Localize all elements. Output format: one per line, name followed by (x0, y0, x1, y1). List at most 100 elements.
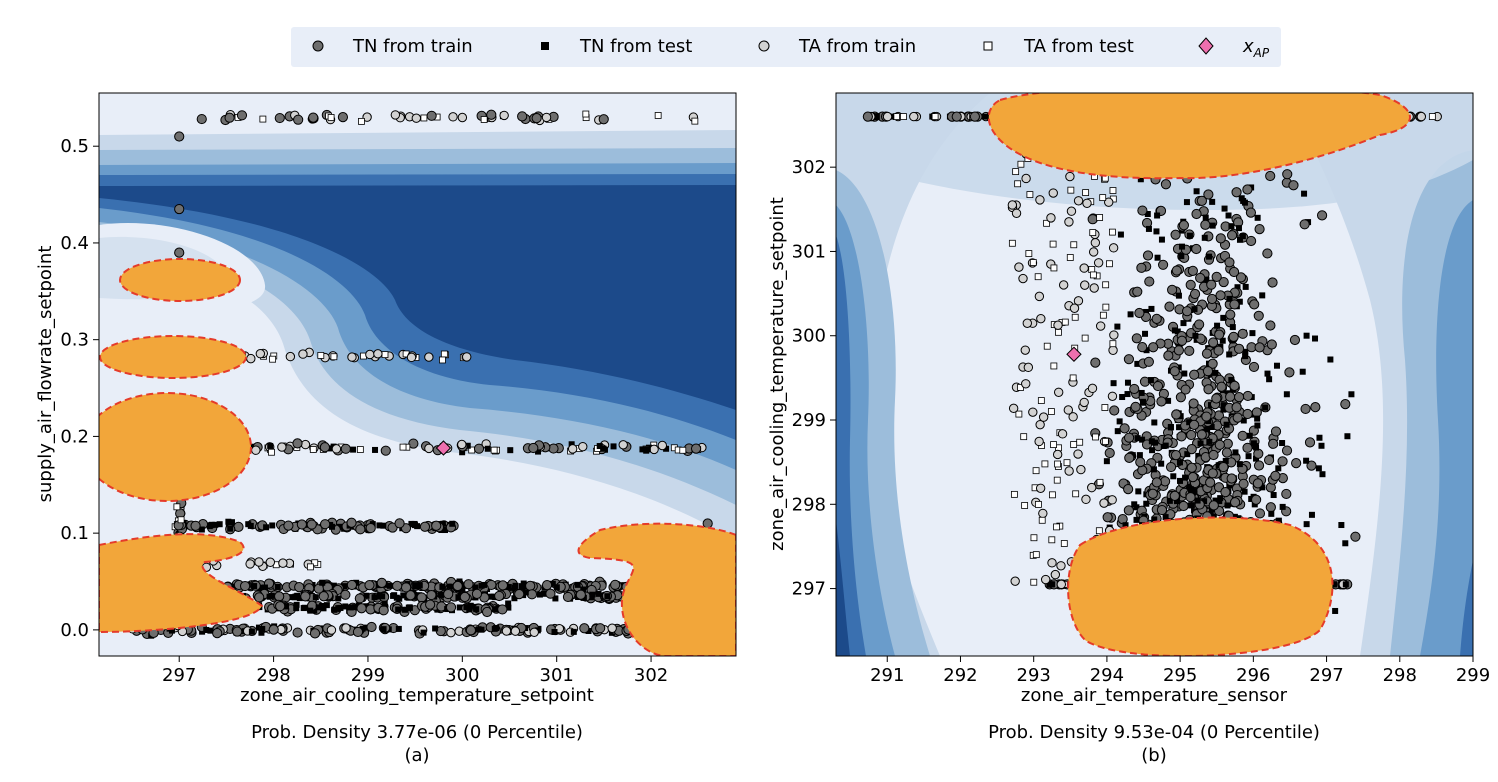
panel-b-point (1259, 292, 1266, 299)
panel-b-point (1034, 436, 1044, 447)
panel-b-point (1096, 214, 1104, 221)
panel-b-point (873, 113, 880, 120)
panel-b-point (1214, 329, 1225, 340)
panel-b-point (893, 113, 900, 120)
panel-a-point (358, 117, 365, 125)
panel-b-point (1185, 492, 1196, 503)
panel-a-point (442, 527, 449, 534)
panel-a-point (347, 604, 354, 611)
panel-b-point (1242, 184, 1253, 195)
panel-b-point (1245, 453, 1252, 460)
panel-b-point (1143, 356, 1154, 367)
panel-a-point (293, 114, 304, 125)
panel-b-point (1056, 561, 1066, 571)
panel-a-point (549, 580, 556, 587)
panel-b-point (1304, 437, 1316, 448)
panel-b-point (1035, 483, 1046, 493)
panel-a-point (225, 518, 232, 525)
panel-b-point (1216, 381, 1227, 392)
panel-b-point (1207, 358, 1218, 369)
panel-b-point (1178, 220, 1190, 231)
panel-b-point (1139, 436, 1146, 443)
panel-b-point (1076, 438, 1084, 446)
panel-b-point (1224, 502, 1231, 509)
panel-a-points-top (435, 440, 452, 456)
panel-a-point (618, 440, 628, 450)
panel-a-point (307, 607, 314, 614)
panel-b-point (1053, 387, 1064, 397)
panel-b-point (1175, 392, 1187, 403)
panel-b-point (1050, 441, 1057, 449)
panel-a-point (654, 112, 662, 119)
panel-b-point (1165, 397, 1172, 404)
panel-b-point (1196, 195, 1207, 206)
panel-b-point (1253, 444, 1260, 451)
panel-a-point (355, 524, 366, 535)
panel-b-point (1129, 383, 1140, 395)
panel-b-point (1181, 370, 1188, 377)
panel-b-point (1241, 488, 1248, 495)
panel-a-point (228, 519, 235, 526)
panel-a-point (517, 111, 528, 122)
panel-a-point (446, 583, 453, 590)
panel-b-point (1252, 455, 1259, 462)
panel-b-point (1101, 404, 1109, 411)
panel-b-point (1254, 214, 1261, 221)
panel-b-point (1242, 442, 1253, 453)
panel-b-point (1157, 259, 1169, 270)
panel-b-point (1170, 473, 1177, 480)
panel-a-point (425, 599, 436, 610)
panel-b-point (1240, 417, 1247, 424)
panel-a-point (350, 446, 357, 453)
panel-a-point (490, 446, 498, 454)
panel-a-contours (99, 93, 736, 656)
panel-b-point (1191, 208, 1202, 220)
panel-a-point (386, 582, 393, 589)
panel-b-point (1065, 171, 1075, 182)
panel-b-point (1018, 273, 1028, 284)
panel-b-point (1315, 465, 1322, 472)
panel-a-point (465, 625, 477, 636)
panel-b-point (1235, 225, 1242, 232)
panel-b-point (1164, 301, 1175, 312)
panel-a-xtick-label: 298 (256, 665, 290, 686)
panel-a-point (395, 625, 402, 632)
panel-a-point (198, 526, 205, 533)
panel-b-point (1186, 429, 1197, 441)
panel-b-point (1270, 426, 1282, 437)
panel-a-point (580, 586, 587, 593)
panel-a-point (269, 522, 276, 529)
panel-a-point (405, 590, 416, 601)
panel-b-point (1229, 380, 1240, 391)
panel-a-point (657, 440, 668, 451)
legend-label-xap-sub: AP (1253, 46, 1270, 60)
panel-a-point (381, 600, 388, 607)
panel-b-point (1015, 410, 1023, 418)
panel-b-point (1167, 284, 1178, 295)
panel-b-point (1028, 407, 1038, 417)
panel-b-point (1119, 423, 1130, 434)
panel-b-point (1010, 576, 1020, 586)
panel-a-sublabel: (a) (404, 745, 429, 766)
panel-a-point (440, 350, 448, 358)
panel-a-point (438, 591, 445, 598)
panel-a-point (443, 588, 454, 600)
panel-b-point (1268, 438, 1279, 449)
panel-a-point (308, 112, 319, 123)
panel-b-point (1214, 439, 1225, 450)
panel-a-point (505, 600, 512, 607)
panel-a-point (575, 589, 586, 600)
panel-b-point (1036, 313, 1046, 324)
panel-b-point (1301, 190, 1308, 197)
panel-b-point (1151, 477, 1162, 488)
panel-b-point (1008, 239, 1016, 247)
panel-b-point (1123, 505, 1134, 516)
panel-b-point (1231, 513, 1238, 520)
panel-a-point (352, 626, 364, 638)
panel-a-point (320, 519, 331, 530)
panel-a-point (452, 580, 463, 592)
panel-a-point (702, 518, 713, 529)
panel-b-point (1047, 408, 1055, 415)
panel-a-point (424, 443, 434, 454)
panel-b-point (1194, 497, 1201, 504)
